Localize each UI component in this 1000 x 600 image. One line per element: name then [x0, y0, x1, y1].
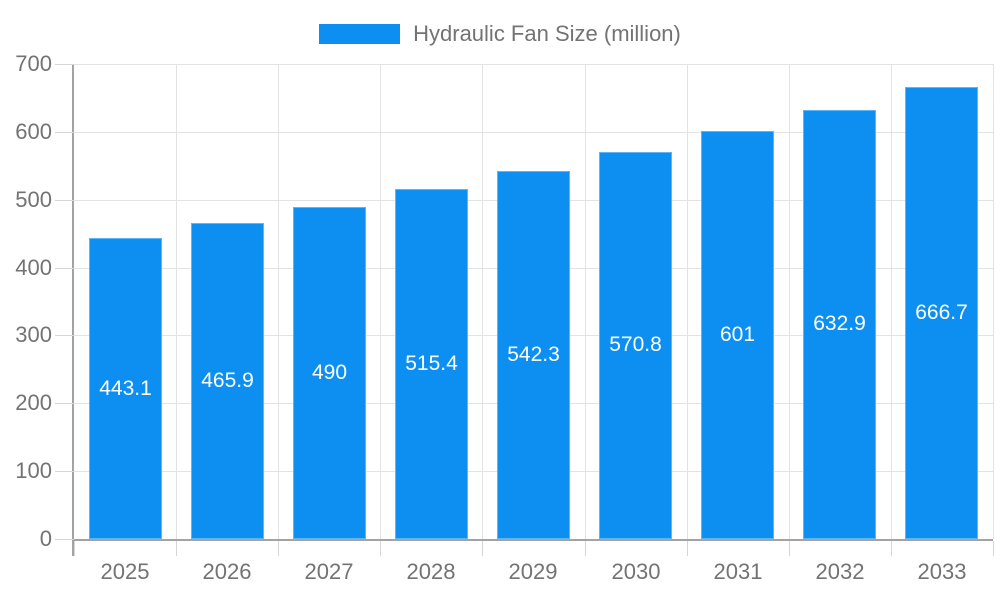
- y-tick-label: 600: [15, 119, 52, 144]
- y-tick-label: 400: [15, 255, 52, 280]
- bar[interactable]: [497, 171, 570, 539]
- y-tick: [55, 471, 74, 472]
- y-tick: [55, 539, 74, 540]
- bar[interactable]: [803, 109, 876, 539]
- y-tick: [55, 268, 74, 269]
- bar-value-label: 443.1: [99, 376, 152, 400]
- plot-area: 443.1 465.9 490 515.4 542.3 570.8 601 632.9 666.…: [74, 64, 994, 539]
- bar[interactable]: [191, 222, 264, 539]
- y-tick-label: 700: [15, 51, 52, 76]
- x-tick: [482, 541, 483, 556]
- y-axis-line: [72, 64, 74, 556]
- bar[interactable]: [293, 206, 366, 539]
- y-tick-label: 100: [15, 458, 52, 483]
- v-gridline: [789, 64, 790, 539]
- y-tick-label: 0: [39, 526, 52, 551]
- v-gridline: [891, 64, 892, 539]
- legend-swatch: [319, 24, 401, 44]
- x-tick: [993, 541, 994, 556]
- y-tick: [55, 335, 74, 336]
- x-tick: [278, 541, 279, 556]
- x-tick-label: 2031: [713, 559, 763, 584]
- bar-value-label: 601: [719, 323, 756, 347]
- y-tick-label: 300: [15, 322, 52, 347]
- y-tick-label: 500: [15, 187, 52, 212]
- x-tick-label: 2025: [100, 559, 150, 584]
- bar[interactable]: [701, 131, 774, 539]
- v-gridline: [176, 64, 177, 539]
- h-gridline: [74, 132, 993, 133]
- x-tick-label: 2027: [304, 559, 354, 584]
- bar[interactable]: [905, 86, 978, 539]
- bar-value-label: 465.9: [201, 368, 254, 392]
- x-tick-label: 2026: [202, 559, 252, 584]
- x-tick-label: 2030: [611, 559, 661, 584]
- y-tick: [55, 64, 74, 65]
- bar-value-label: 542.3: [507, 343, 560, 366]
- legend-label: Hydraulic Fan Size (million): [413, 21, 681, 46]
- x-tick-label: 2028: [406, 559, 456, 584]
- bar[interactable]: [89, 238, 162, 539]
- x-tick-label: 2032: [815, 559, 865, 584]
- bar-value-label: 666.7: [915, 300, 968, 324]
- y-tick: [55, 403, 74, 404]
- bar-value-label: 632.9: [813, 312, 866, 336]
- v-gridline: [482, 64, 483, 539]
- x-tick: [789, 541, 790, 556]
- v-gridline: [993, 64, 994, 539]
- v-gridline: [585, 64, 586, 539]
- v-gridline: [687, 64, 688, 539]
- bar-value-label: 490: [311, 360, 348, 384]
- bar[interactable]: [395, 189, 468, 539]
- x-tick-label: 2033: [917, 559, 967, 584]
- x-tick: [380, 541, 381, 556]
- v-gridline: [278, 64, 279, 539]
- x-tick: [176, 541, 177, 556]
- x-tick: [891, 541, 892, 556]
- x-tick: [687, 541, 688, 556]
- y-tick: [55, 132, 74, 133]
- x-tick: [74, 541, 75, 556]
- x-tick: [585, 541, 586, 556]
- bar-value-label: 570.8: [609, 333, 662, 357]
- v-gridline: [380, 64, 381, 539]
- bar-value-label: 515.4: [405, 352, 458, 376]
- x-axis-line: [72, 539, 993, 541]
- x-tick-label: 2029: [508, 559, 558, 584]
- bar[interactable]: [599, 151, 672, 539]
- y-tick: [55, 200, 74, 201]
- h-gridline: [74, 64, 993, 65]
- legend[interactable]: Hydraulic Fan Size (million): [0, 18, 1000, 50]
- y-tick-label: 200: [15, 390, 52, 415]
